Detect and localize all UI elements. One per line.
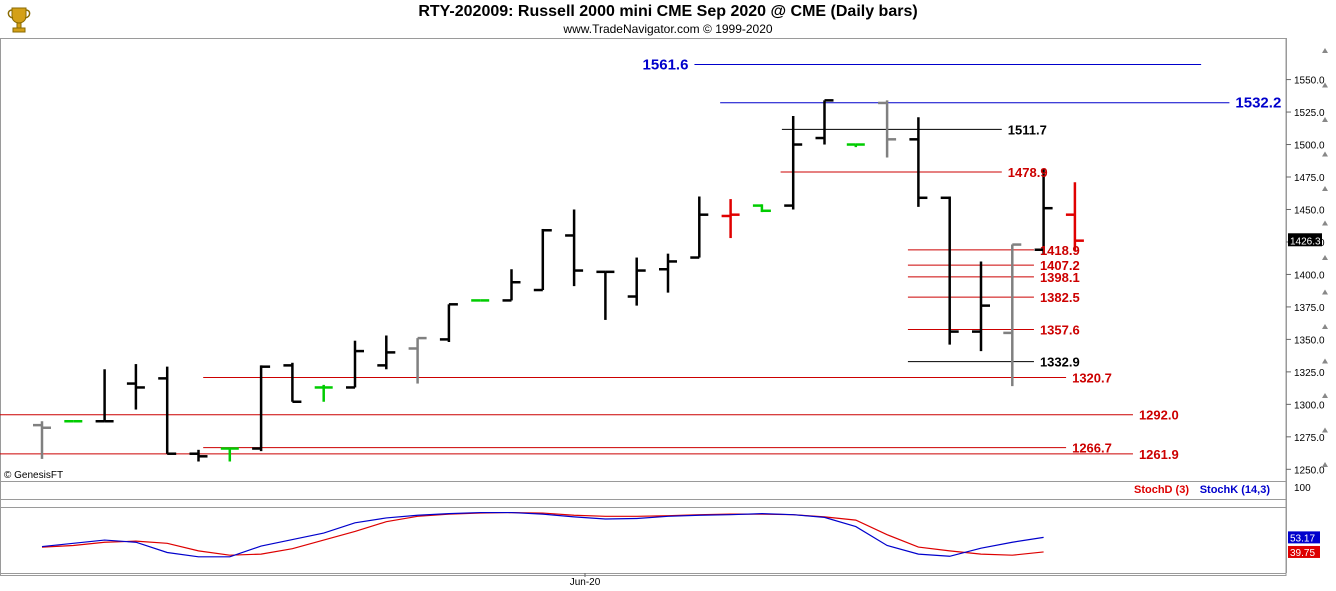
y-tick-label: 1450.0: [1294, 205, 1325, 216]
ohlc-bar: [220, 447, 239, 462]
ohlc-bar: [158, 366, 177, 455]
trophy-logo-icon: [7, 7, 31, 33]
stochastic-panel: 100 StochD (3) StochK (14,3) 39.75 53.17: [41, 483, 1320, 559]
scale-arrow-icon: [1322, 462, 1328, 467]
y-tick-label: 1325.0: [1294, 368, 1325, 379]
ohlc-bar: [721, 199, 740, 239]
ohlc-bar: [533, 228, 552, 292]
last-price-tag: [1288, 233, 1322, 247]
chart-header: RTY-202009: Russell 2000 mini CME Sep 20…: [0, 0, 1336, 38]
scale-arrow-icon: [1322, 393, 1328, 398]
y-tick-label: 1525.0: [1294, 108, 1325, 119]
ohlc-bar: [878, 100, 897, 158]
axis-ticks: 1550.01525.01500.01475.01450.01425.01400…: [570, 48, 1328, 588]
x-tick-label: Jun-20: [570, 577, 601, 588]
y-tick-label: 1275.0: [1294, 433, 1325, 444]
level-label: 1511.7: [1008, 122, 1047, 137]
level-label: 1382.5: [1040, 290, 1080, 305]
ohlc-bar: [565, 209, 584, 287]
level-label: 1357.6: [1040, 323, 1080, 338]
ohlc-bar: [502, 269, 521, 302]
ohlc-bar: [909, 117, 928, 207]
ohlc-bar: [690, 196, 709, 259]
stoch-value-tag: [1288, 531, 1320, 544]
y-tick-label: 1400.0: [1294, 270, 1325, 281]
chart-subtitle: www.TradeNavigator.com © 1999-2020: [563, 22, 773, 36]
y-tick-label: 1350.0: [1294, 335, 1325, 346]
ohlc-bar: [377, 335, 396, 370]
stochd-legend: StochD (3): [1134, 484, 1189, 496]
plot-border: [0, 38, 1287, 576]
stoch-value-label: 53.17: [1290, 533, 1315, 544]
y-tick-label: 1500.0: [1294, 141, 1325, 152]
stoch-value-label: 39.75: [1290, 548, 1315, 559]
stoch-y-tick-label: 100: [1294, 483, 1311, 494]
level-label: 1332.9: [1040, 355, 1080, 370]
ohlc-bar: [1003, 243, 1022, 387]
watermark: © GenesisFT: [4, 470, 63, 481]
level-label: 1532.2: [1235, 95, 1281, 112]
ohlc-bar: [283, 362, 302, 404]
ohlc-bar: [627, 257, 646, 306]
y-tick-label: 1550.0: [1294, 76, 1325, 87]
level-label: 1261.9: [1139, 447, 1179, 462]
ohlc-bars[interactable]: [33, 99, 1084, 462]
scale-arrow-icon: [1322, 220, 1328, 226]
level-label: 1266.7: [1072, 441, 1112, 456]
y-tick-label: 1375.0: [1294, 303, 1325, 314]
ohlc-bar: [752, 204, 771, 213]
scale-arrow-icon: [1322, 289, 1328, 295]
ohlc-bar: [659, 253, 677, 293]
chart-title: RTY-202009: Russell 2000 mini CME Sep 20…: [418, 3, 918, 20]
stochk-line: [41, 511, 1044, 558]
stochd-line: [41, 511, 1044, 556]
ohlc-bar: [64, 419, 83, 423]
level-label: 1478.9: [1008, 165, 1048, 180]
level-label: 1418.9: [1040, 243, 1080, 258]
y-tick-label: 1475.0: [1294, 173, 1325, 184]
ohlc-bar: [846, 143, 865, 148]
y-tick-label: 1250.0: [1294, 465, 1325, 476]
scale-arrow-icon: [1322, 82, 1328, 88]
ohlc-bar: [972, 261, 990, 352]
ohlc-bar: [940, 196, 959, 345]
scale-arrow-icon: [1322, 117, 1328, 122]
scale-arrow-icon: [1322, 255, 1328, 260]
ohlc-bar: [252, 365, 271, 452]
scale-arrow-icon: [1322, 324, 1328, 329]
scale-arrow-icon: [1322, 151, 1328, 157]
level-label: 1561.6: [643, 57, 689, 74]
stoch-value-tag: [1288, 545, 1320, 558]
scale-arrow-icon: [1322, 427, 1328, 433]
last-price-label: 1426.3: [1290, 236, 1321, 247]
ohlc-bar: [33, 421, 51, 459]
ohlc-bar: [815, 99, 834, 145]
ohlc-bar: [784, 115, 803, 210]
level-label: 1320.7: [1072, 370, 1112, 385]
price-levels: [0, 64, 1230, 455]
scale-arrow-icon: [1322, 358, 1328, 364]
level-label: 1292.0: [1139, 408, 1179, 423]
level-label: 1398.1: [1040, 270, 1080, 285]
chart-labels: 1561.6 1532.2 1511.7 1478.9 1418.91407.21398…: [4, 57, 1281, 481]
ohlc-bar: [95, 369, 114, 423]
y-tick-label: 1300.0: [1294, 400, 1325, 411]
ohlc-bar: [314, 384, 333, 402]
chart-frame: [0, 38, 1287, 576]
scale-arrow-icon: [1322, 186, 1328, 191]
level-label: 1407.2: [1040, 258, 1080, 273]
stochk-legend: StochK (14,3): [1200, 484, 1271, 496]
ohlc-bar: [439, 303, 458, 342]
ohlc-bar: [596, 270, 615, 320]
ohlc-bar: [346, 340, 364, 389]
ohlc-bar: [189, 449, 208, 462]
ohlc-bar: [1034, 169, 1053, 255]
ohlc-bar: [1065, 182, 1084, 252]
scale-arrow-icon: [1322, 48, 1328, 53]
ohlc-bar: [126, 364, 145, 410]
ohlc-bar: [408, 336, 427, 384]
